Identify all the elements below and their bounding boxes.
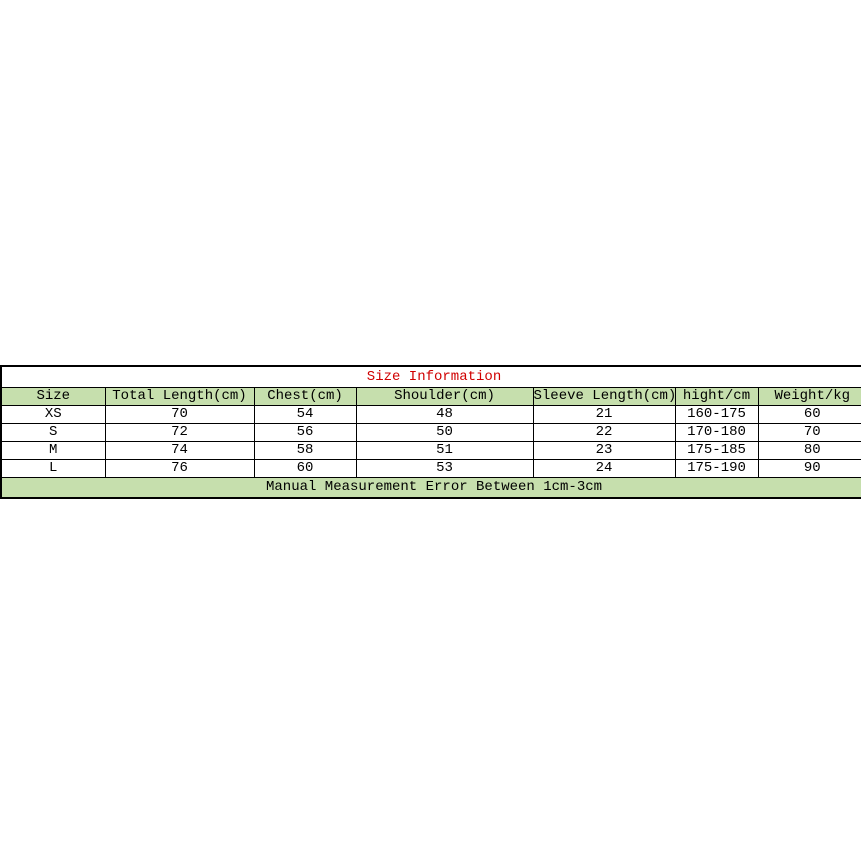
column-header-chest: Chest(cm) [253,386,357,406]
table-cell: 70 [104,404,255,424]
table-row-s: S 72 56 50 22 170-180 70 [0,422,861,442]
table-cell: 175-185 [674,440,759,460]
size-chart-table: Size Information Size Total Length(cm) C… [0,365,861,499]
column-header-total-length: Total Length(cm) [104,386,255,406]
table-cell: 70 [757,422,861,442]
table-cell: 23 [532,440,676,460]
table-cell: 60 [253,458,357,478]
table-cell: 51 [355,440,534,460]
table-cell: 76 [104,458,255,478]
column-header-shoulder: Shoulder(cm) [355,386,534,406]
table-cell: 60 [757,404,861,424]
table-cell-size: M [0,440,106,460]
column-header-height: hight/cm [674,386,759,406]
column-header-weight: Weight/kg [757,386,861,406]
table-cell-size: L [0,458,106,478]
table-row-xs: XS 70 54 48 21 160-175 60 [0,404,861,424]
table-cell: 175-190 [674,458,759,478]
table-cell: 21 [532,404,676,424]
table-cell: 24 [532,458,676,478]
table-footer-note: Manual Measurement Error Between 1cm-3cm [0,476,861,499]
table-cell-size: XS [0,404,106,424]
table-cell: 74 [104,440,255,460]
table-cell: 54 [253,404,357,424]
table-cell: 90 [757,458,861,478]
table-cell: 56 [253,422,357,442]
table-footer-row: Manual Measurement Error Between 1cm-3cm [0,476,861,499]
table-cell: 50 [355,422,534,442]
table-row-l: L 76 60 53 24 175-190 90 [0,458,861,478]
table-title-row: Size Information [0,365,861,388]
table-cell: 22 [532,422,676,442]
table-cell: 58 [253,440,357,460]
column-header-sleeve-length: Sleeve Length(cm) [532,386,676,406]
size-chart-wrapper: Size Information Size Total Length(cm) C… [0,365,861,499]
table-cell: 72 [104,422,255,442]
table-row-m: M 74 58 51 23 175-185 80 [0,440,861,460]
table-cell: 170-180 [674,422,759,442]
table-cell: 80 [757,440,861,460]
table-header-row: Size Total Length(cm) Chest(cm) Shoulder… [0,386,861,406]
table-cell: 160-175 [674,404,759,424]
column-header-size: Size [0,386,106,406]
table-cell: 48 [355,404,534,424]
table-cell: 53 [355,458,534,478]
table-title: Size Information [0,365,861,388]
table-cell-size: S [0,422,106,442]
